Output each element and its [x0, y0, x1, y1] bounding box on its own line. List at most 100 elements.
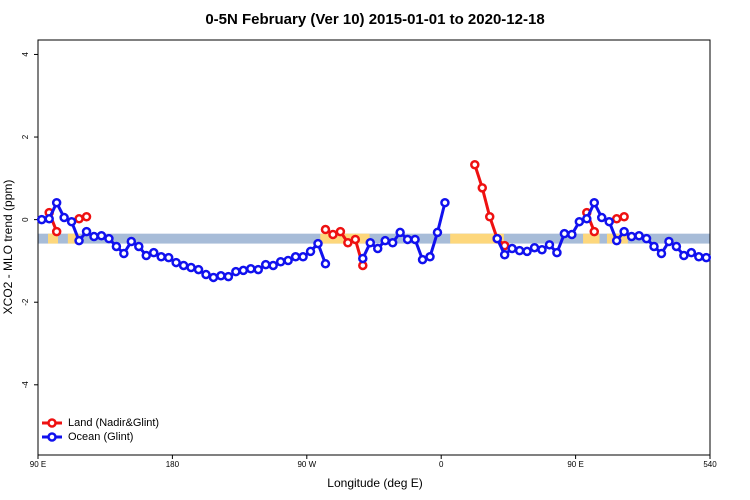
data-point — [634, 230, 644, 241]
data-point — [499, 249, 510, 260]
data-point — [148, 247, 159, 258]
data-point — [679, 250, 689, 261]
data-point — [89, 231, 99, 242]
data-point — [290, 252, 301, 262]
data-point — [477, 183, 488, 193]
ocean-band — [38, 233, 710, 244]
data-point — [589, 197, 600, 208]
data-point — [104, 233, 114, 244]
data-point — [51, 226, 62, 237]
data-point — [582, 214, 592, 224]
data-point — [619, 211, 629, 222]
data-point — [305, 246, 316, 257]
land-band — [583, 233, 600, 244]
y-tick-label: 0 — [21, 217, 30, 222]
chart-title: 0-5N February (Ver 10) 2015-01-01 to 202… — [205, 11, 544, 28]
data-point — [74, 214, 84, 224]
data-point — [522, 246, 532, 257]
data-point — [320, 224, 331, 235]
data-point — [260, 259, 271, 270]
x-axis-label: Longitude (deg E) — [327, 476, 422, 490]
x-tick-label: 90 E — [30, 460, 46, 469]
data-point — [208, 272, 219, 283]
data-point — [664, 236, 674, 247]
data-point — [275, 256, 286, 267]
land-band — [48, 233, 59, 244]
data-point — [410, 234, 420, 245]
plot-frame — [37, 39, 711, 456]
data-point — [171, 257, 181, 268]
data-point — [470, 159, 480, 170]
data-point — [66, 216, 77, 227]
data-point — [223, 271, 234, 282]
data-point — [134, 241, 144, 252]
x-tick-label: 180 — [166, 460, 180, 469]
data-point — [81, 226, 92, 237]
data-point — [537, 245, 547, 255]
data-point — [36, 214, 47, 225]
data-point — [544, 240, 555, 250]
data-point — [74, 235, 84, 246]
y-tick-label: -4 — [21, 381, 30, 389]
data-point — [156, 252, 166, 262]
y-tick-label: -2 — [21, 298, 30, 306]
data-point — [552, 247, 562, 258]
data-point — [611, 235, 622, 246]
x-tick-label: 540 — [703, 460, 717, 469]
x-tick-label: 90 W — [297, 460, 316, 469]
data-point — [365, 238, 376, 248]
data-point — [320, 259, 331, 269]
data-point — [193, 264, 204, 275]
data-point — [51, 197, 62, 208]
data-point — [529, 242, 540, 253]
legend-label: Land (Nadir&Glint) — [68, 417, 159, 429]
data-point — [178, 260, 189, 271]
data-point — [350, 234, 361, 245]
data-point — [559, 228, 570, 239]
data-point — [514, 245, 525, 256]
data-point — [372, 243, 383, 254]
data-point — [216, 271, 226, 281]
y-axis-label: XCO2 - MLO trend (ppm) — [1, 180, 15, 315]
data-point — [649, 241, 659, 252]
data-point — [604, 216, 614, 227]
data-point — [694, 252, 704, 262]
data-point — [141, 250, 152, 261]
data-point — [163, 252, 174, 263]
data-point — [111, 241, 122, 252]
data-point — [343, 238, 353, 248]
data-point — [589, 226, 600, 237]
data-point — [574, 216, 585, 227]
x-tick-label: 0 — [439, 460, 444, 469]
data-point — [492, 233, 502, 244]
data-point — [126, 236, 137, 247]
data-point — [671, 241, 682, 252]
y-tick-label: 4 — [21, 52, 30, 57]
data-point — [201, 269, 211, 280]
data-point — [656, 248, 667, 259]
data-point — [432, 227, 443, 238]
legend-label: Ocean (Glint) — [68, 431, 133, 443]
data-point — [440, 197, 450, 208]
data-point — [96, 230, 107, 241]
data-point — [283, 255, 293, 266]
data-point — [641, 233, 652, 244]
data-point — [380, 235, 390, 246]
data-point — [328, 229, 338, 240]
data-point — [358, 253, 368, 264]
land-band — [67, 233, 80, 244]
data-point — [335, 226, 346, 237]
data-point — [298, 252, 308, 262]
data-point — [253, 264, 264, 275]
data-point — [81, 211, 92, 222]
y-tick-label: 2 — [21, 134, 30, 139]
x-tick-label: 90 E — [567, 460, 583, 469]
data-point — [246, 264, 256, 274]
data-point — [313, 238, 323, 249]
data-point — [507, 243, 517, 254]
data-point — [567, 229, 577, 240]
data-point — [425, 252, 435, 262]
data-point — [701, 252, 712, 263]
data-point — [387, 238, 398, 248]
